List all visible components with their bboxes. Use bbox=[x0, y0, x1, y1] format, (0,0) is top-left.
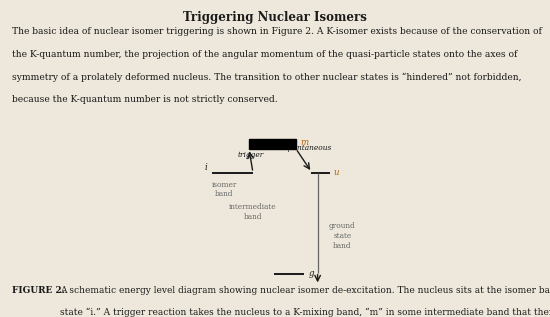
Text: state “i.” A trigger reaction takes the nucleus to a K-mixing band, “m” in some : state “i.” A trigger reaction takes the … bbox=[60, 307, 550, 317]
Text: m: m bbox=[300, 138, 308, 147]
Text: The basic idea of nuclear isomer triggering is shown in Figure 2. A K-isomer exi: The basic idea of nuclear isomer trigger… bbox=[12, 27, 542, 36]
Text: A schematic energy level diagram showing nuclear isomer de-excitation. The nucle: A schematic energy level diagram showing… bbox=[60, 286, 550, 295]
Text: trigger: trigger bbox=[238, 151, 264, 159]
Text: symmetry of a prolately deformed nucleus. The transition to other nuclear states: symmetry of a prolately deformed nucleus… bbox=[12, 73, 521, 82]
Text: u: u bbox=[333, 168, 339, 177]
Text: spontaneous: spontaneous bbox=[285, 144, 332, 152]
Text: FIGURE 2.: FIGURE 2. bbox=[12, 286, 65, 295]
Text: isomer
band: isomer band bbox=[211, 181, 237, 198]
Text: g: g bbox=[308, 269, 314, 278]
Bar bbox=[249, 139, 296, 149]
Text: i: i bbox=[205, 163, 207, 172]
Text: Triggering Nuclear Isomers: Triggering Nuclear Isomers bbox=[183, 11, 367, 24]
Text: because the K-quantum number is not strictly conserved.: because the K-quantum number is not stri… bbox=[12, 95, 278, 104]
Text: ground
state
band: ground state band bbox=[329, 222, 356, 249]
Text: the K-quantum number, the projection of the angular momentum of the quasi-partic: the K-quantum number, the projection of … bbox=[12, 50, 518, 59]
Text: intermediate
band: intermediate band bbox=[229, 203, 277, 221]
